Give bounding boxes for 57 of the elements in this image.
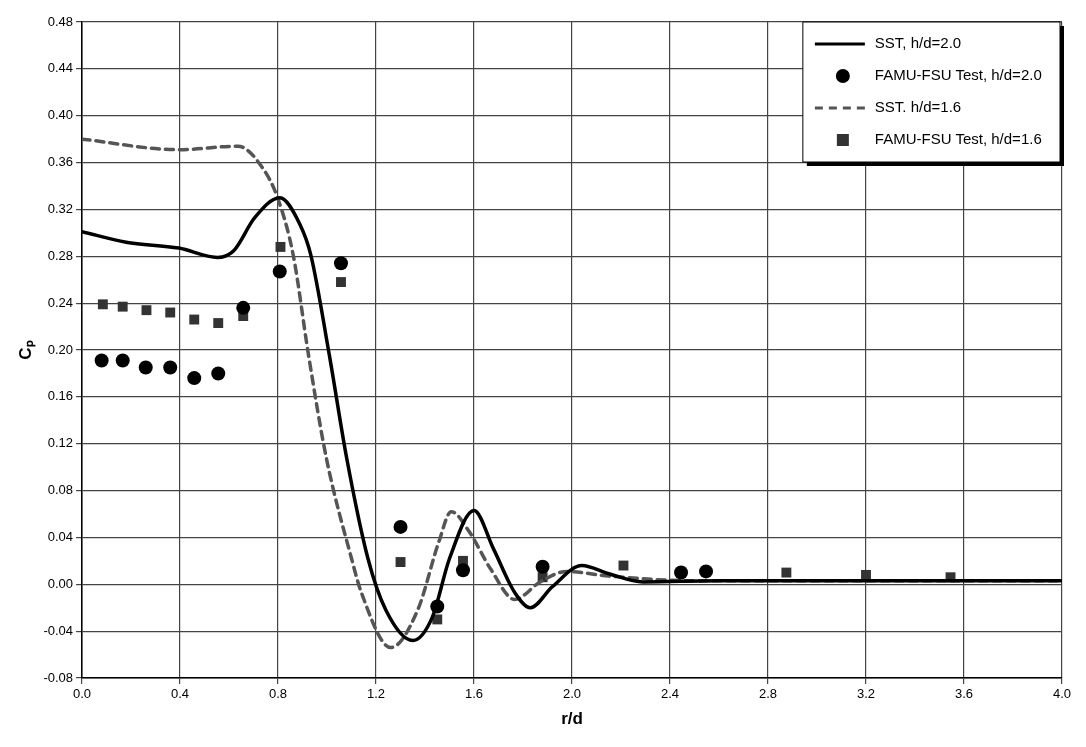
x-tick-label: 0.0 <box>72 686 92 702</box>
y-tick-label: 0.44 <box>47 60 74 76</box>
y-tick-label: 0.12 <box>47 435 74 451</box>
y-tick-label: -0.08 <box>43 669 74 685</box>
point <box>211 366 226 381</box>
x-axis-title: r/d <box>561 709 583 729</box>
x-tick-label: 3.6 <box>954 686 974 702</box>
point <box>165 307 176 318</box>
legend-label: SST, h/d=2.0 <box>874 34 962 52</box>
y-tick-label: -0.04 <box>43 622 74 638</box>
point <box>272 264 287 279</box>
x-tick-label: 1.2 <box>366 686 386 702</box>
point <box>275 241 286 252</box>
y-tick-label: 0.20 <box>47 341 74 357</box>
point <box>781 567 792 578</box>
point <box>333 256 348 271</box>
point <box>187 371 202 386</box>
y-tick-label: 0.36 <box>47 154 74 170</box>
legend-label: SST. h/d=1.6 <box>874 98 962 116</box>
point <box>115 353 130 368</box>
y-tick-label: 0.04 <box>47 529 74 545</box>
point <box>141 305 152 316</box>
point <box>674 565 689 580</box>
x-tick-label: 1.6 <box>464 686 484 702</box>
point <box>861 569 871 580</box>
y-tick-label: 0.16 <box>47 388 74 404</box>
y-axis-title: Cₚ <box>15 340 36 360</box>
point <box>189 314 200 325</box>
point <box>117 301 128 312</box>
point <box>455 563 470 578</box>
point <box>699 564 714 579</box>
x-tick-label: 2.8 <box>758 686 778 702</box>
point <box>138 360 153 375</box>
x-tick-label: 2.4 <box>660 686 680 702</box>
point <box>94 353 109 368</box>
y-tick-label: 0.00 <box>47 575 74 591</box>
point <box>393 519 408 534</box>
point <box>535 559 550 574</box>
x-tick-label: 3.2 <box>856 686 876 702</box>
y-tick-label: 0.32 <box>47 201 74 217</box>
y-tick-label: 0.48 <box>47 13 74 29</box>
x-tick-label: 2.0 <box>562 686 582 702</box>
legend-label: FAMU-FSU Test, h/d=1.6 <box>874 130 1042 148</box>
legend-label: FAMU-FSU Test, h/d=2.0 <box>874 66 1042 84</box>
y-tick-label: 0.40 <box>47 107 74 123</box>
point <box>213 318 224 329</box>
y-tick-label: 0.24 <box>47 294 74 310</box>
y-tick-label: 0.28 <box>47 247 74 263</box>
y-tick-label: 0.08 <box>47 482 74 498</box>
x-tick-label: 0.8 <box>268 686 288 702</box>
point <box>236 300 251 315</box>
point <box>336 277 346 288</box>
point <box>163 360 178 375</box>
x-tick-label: 0.4 <box>170 686 190 702</box>
point <box>97 299 108 310</box>
point <box>395 557 406 567</box>
x-tick-label: 4.0 <box>1052 686 1072 702</box>
